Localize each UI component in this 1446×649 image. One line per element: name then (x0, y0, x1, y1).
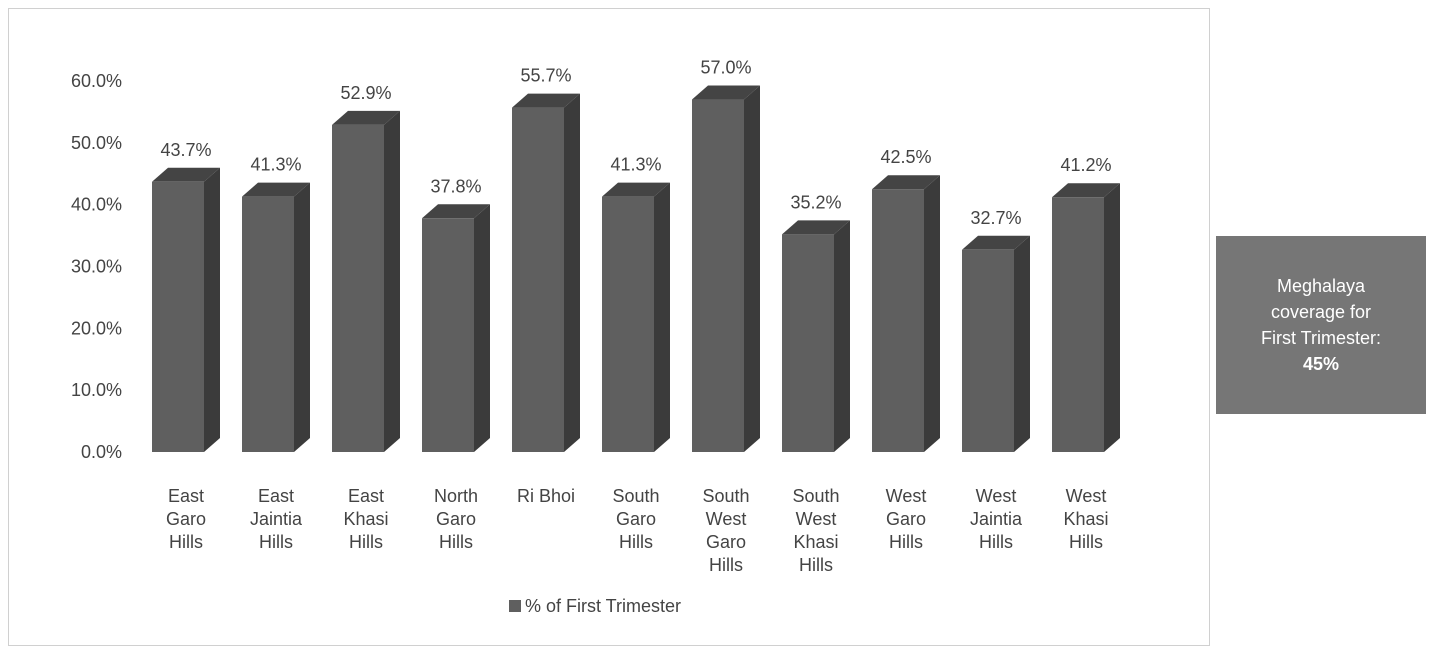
category-label: Garo (886, 509, 926, 529)
bar (242, 196, 294, 452)
category-label: Hills (889, 532, 923, 552)
category-label: Hills (709, 555, 743, 575)
bar (152, 181, 204, 452)
category-label: Garo (436, 509, 476, 529)
data-label: 35.2% (790, 192, 841, 212)
bar-top (602, 182, 670, 197)
category-label: Hills (349, 532, 383, 552)
bar-side (1104, 183, 1120, 452)
category-label: West (976, 486, 1017, 506)
y-tick-label: 60.0% (71, 71, 122, 91)
category-label: West (706, 509, 747, 529)
chart-frame: 0.0% 10.0% 20.0% 30.0% 40.0% 50.0% 60.0% 43.7% E… (8, 8, 1210, 646)
data-label: 55.7% (520, 66, 571, 86)
bar-side (294, 182, 310, 452)
bar-top (782, 220, 850, 235)
bar-chart: 0.0% 10.0% 20.0% 30.0% 40.0% 50.0% 60.0% 43.7% E… (71, 58, 1120, 616)
category-label: Hills (799, 555, 833, 575)
bar-side (834, 220, 850, 452)
bar-side (1014, 235, 1030, 452)
y-tick-label: 0.0% (81, 442, 122, 462)
category-label: Hills (259, 532, 293, 552)
bar-top (422, 204, 490, 219)
category-label: Hills (979, 532, 1013, 552)
category-label: West (1066, 486, 1107, 506)
data-label: 41.3% (610, 155, 661, 175)
category-label: Hills (1069, 532, 1103, 552)
bar (422, 218, 474, 452)
bar-top (332, 110, 400, 125)
data-label: 32.7% (970, 208, 1021, 228)
legend-label: % of First Trimester (525, 596, 681, 616)
bar-top (512, 93, 580, 108)
data-label: 37.8% (430, 176, 481, 196)
category-label: South (702, 486, 749, 506)
category-label: South (792, 486, 839, 506)
bar-top (962, 235, 1030, 250)
category-label: Jaintia (250, 509, 303, 529)
category-label: Khasi (1063, 509, 1108, 529)
category-label: Garo (706, 532, 746, 552)
bar-top (872, 175, 940, 190)
category-label: East (168, 486, 204, 506)
bar (1052, 197, 1104, 452)
category-label: Ri Bhoi (517, 486, 575, 506)
category-label: Hills (439, 532, 473, 552)
bar (332, 124, 384, 452)
y-tick-label: 20.0% (71, 318, 122, 338)
data-label: 41.2% (1060, 155, 1111, 175)
bar-side (564, 93, 580, 453)
summary-line-2: coverage for (1270, 302, 1372, 322)
summary-line-1: Meghalaya (1276, 276, 1366, 296)
bar-side (924, 175, 940, 453)
data-label: 52.9% (340, 83, 391, 103)
bar-side (204, 167, 220, 452)
bar-side (744, 85, 760, 453)
data-label: 42.5% (880, 147, 931, 167)
bar-top (1052, 183, 1120, 198)
y-tick-label: 10.0% (71, 380, 122, 400)
category-label: Khasi (793, 532, 838, 552)
bar-side (654, 182, 670, 452)
bar-top (692, 85, 760, 100)
bar-side (384, 110, 400, 452)
category-label: Khasi (343, 509, 388, 529)
y-tick-label: 40.0% (71, 195, 122, 215)
category-label: Hills (169, 532, 203, 552)
y-tick-label: 30.0% (71, 257, 122, 277)
summary-text: Meghalaya coverage for First Trimester: … (1226, 273, 1416, 377)
bar (782, 234, 834, 452)
category-label: South (612, 486, 659, 506)
bar (872, 189, 924, 453)
category-label: Jaintia (970, 509, 1023, 529)
bar-side (474, 204, 490, 452)
data-label: 43.7% (160, 140, 211, 160)
bar (962, 249, 1014, 452)
bar (692, 99, 744, 453)
summary-value: 45% (1302, 354, 1340, 374)
y-tick-label: 50.0% (71, 133, 122, 153)
category-label: North (434, 486, 478, 506)
category-label: Garo (616, 509, 656, 529)
data-label: 57.0% (700, 58, 751, 78)
bar-top (152, 167, 220, 182)
data-label: 41.3% (250, 155, 301, 175)
category-label: East (258, 486, 294, 506)
bar-top (242, 182, 310, 197)
category-label: West (886, 486, 927, 506)
bar (512, 107, 564, 453)
category-label: Garo (166, 509, 206, 529)
bar (602, 196, 654, 452)
category-label: West (796, 509, 837, 529)
category-label: Hills (619, 532, 653, 552)
category-label: East (348, 486, 384, 506)
summary-box: Meghalaya coverage for First Trimester: … (1216, 236, 1426, 414)
summary-line-3: First Trimester: (1261, 328, 1381, 348)
legend-swatch (509, 600, 521, 612)
